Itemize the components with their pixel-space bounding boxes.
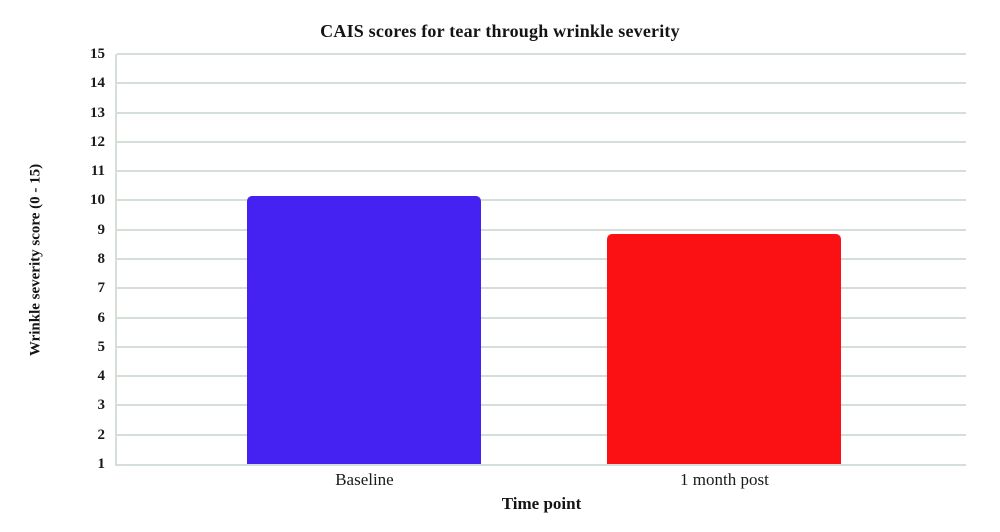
y-tick-label-12: 12 (90, 133, 105, 150)
x-axis-title: Time point (501, 494, 582, 513)
x-category-label-baseline: Baseline (335, 470, 394, 489)
y-tick-label-1: 1 (97, 456, 106, 472)
gridline-y-9 (117, 228, 966, 231)
y-tick-label-9: 9 (97, 221, 106, 238)
y-axis-line (115, 54, 117, 466)
gridline-y-15 (117, 53, 966, 55)
gridline-y-4 (117, 375, 966, 378)
y-tick-label-6: 6 (97, 309, 106, 326)
gridline-y-11 (117, 170, 966, 173)
y-tick-label-8: 8 (97, 251, 106, 267)
y-tick-label-15: 15 (90, 46, 105, 62)
y-tick-label-13: 13 (90, 104, 105, 121)
gridline-y-14 (117, 82, 966, 85)
gridline-y-8 (117, 258, 966, 260)
x-axis-line (115, 464, 966, 466)
gridline-y-10 (117, 199, 966, 202)
bar-1-month-post (607, 234, 842, 464)
y-axis-title-text: Wrinkle severity score (0 - 15) (27, 163, 44, 357)
gridline-y-13 (117, 111, 966, 114)
y-tick-label-3: 3 (97, 397, 106, 414)
plot-area: 1 2 3 4 5 6 7 8 9 10 11 12 13 14 15 Baseline 1 month po… (90, 46, 966, 489)
y-tick-label-10: 10 (90, 192, 105, 209)
gridline-y-7 (117, 287, 966, 290)
y-tick-label-5: 5 (97, 338, 106, 355)
x-category-label-1-month-post: 1 month post (680, 470, 769, 489)
bar-baseline (247, 196, 482, 464)
gridline-y-2 (117, 433, 966, 436)
gridline-y-3 (117, 404, 966, 407)
gridline-y-12 (117, 140, 966, 143)
gridline-y-5 (117, 345, 966, 348)
y-tick-label-4: 4 (97, 368, 106, 385)
y-tick-label-7: 7 (97, 280, 106, 297)
y-tick-label-14: 14 (90, 75, 105, 92)
y-tick-label-2: 2 (97, 426, 106, 443)
gridline-y-6 (117, 316, 966, 319)
chart-title: CAIS scores for tear through wrinkle sev… (320, 21, 680, 41)
y-tick-label-11: 11 (90, 163, 105, 180)
